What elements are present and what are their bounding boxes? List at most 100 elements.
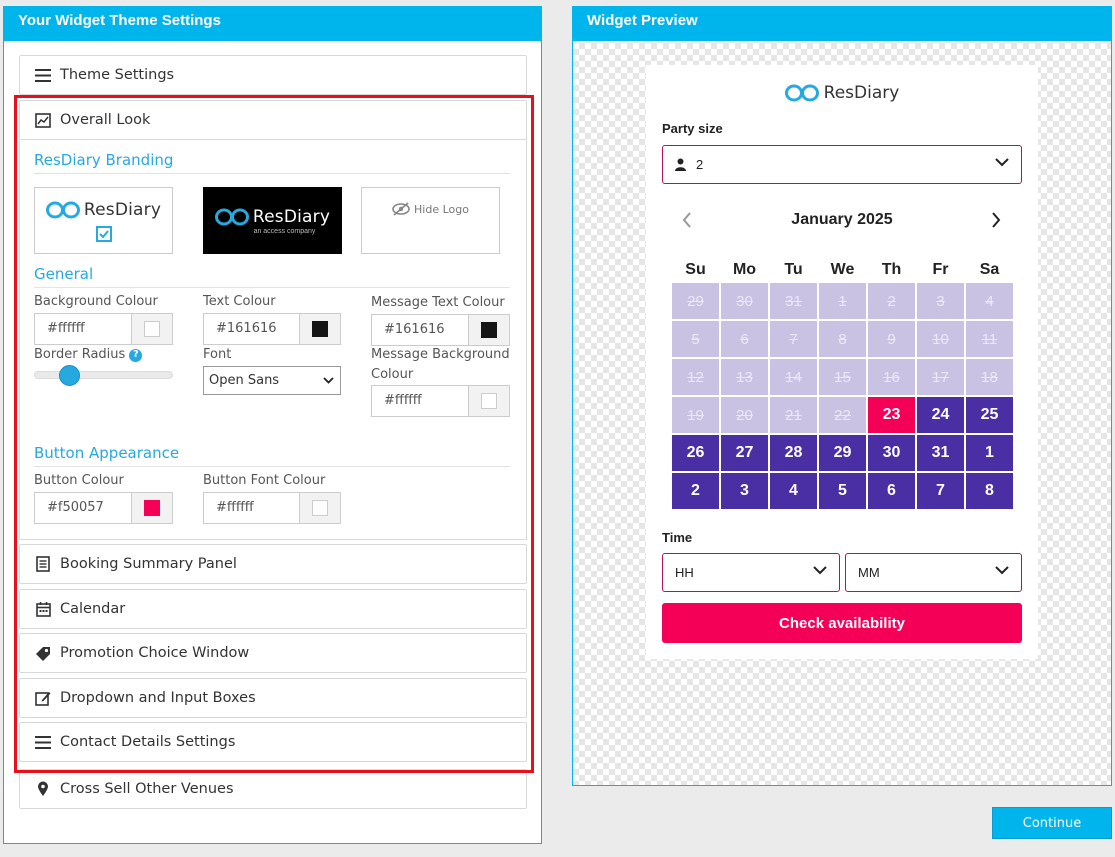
- accordion-contact-details[interactable]: Contact Details Settings: [19, 722, 527, 762]
- calendar-day[interactable]: 23: [868, 397, 915, 433]
- colour-swatch-button[interactable]: [131, 314, 172, 344]
- selected-checkbox-icon: [95, 225, 112, 242]
- calendar-day: 21: [770, 397, 817, 433]
- calendar-day[interactable]: 3: [721, 473, 768, 509]
- logo-option-hide[interactable]: Hide Logo: [361, 187, 500, 254]
- receipt-icon: [34, 555, 52, 573]
- weekday-header: Su: [685, 261, 706, 278]
- calendar-day: 10: [917, 321, 964, 357]
- bg-colour-input[interactable]: #ffffff: [34, 313, 173, 345]
- button-font-colour-input[interactable]: #ffffff: [203, 492, 341, 524]
- eye-slash-icon: [392, 202, 410, 216]
- check-availability-button[interactable]: Check availability: [662, 603, 1022, 643]
- calendar-day[interactable]: 26: [672, 435, 719, 471]
- accordion-theme-settings[interactable]: Theme Settings: [19, 55, 527, 95]
- accordion-promotion-choice[interactable]: Promotion Choice Window: [19, 633, 527, 673]
- button-colour-input[interactable]: #f50057: [34, 492, 173, 524]
- colour-swatch-button[interactable]: [468, 315, 509, 345]
- booking-widget: ResDiary Party size 2 January 2025 Su Mo T…: [646, 65, 1038, 659]
- accordion-overall-look[interactable]: Overall Look: [19, 100, 527, 140]
- border-radius-slider-track[interactable]: [34, 371, 173, 379]
- accordion-label: Booking Summary Panel: [60, 556, 237, 572]
- logo-option-light[interactable]: ResDiary: [34, 187, 173, 254]
- hour-select[interactable]: HH: [662, 553, 840, 592]
- minute-select-value: MM: [858, 565, 880, 580]
- divider: [34, 287, 510, 288]
- next-month-icon[interactable]: [991, 212, 1001, 228]
- border-radius-slider-handle[interactable]: [59, 365, 80, 386]
- button-appearance-title: Button Appearance: [34, 444, 180, 462]
- button-font-colour-value: #ffffff: [216, 500, 254, 515]
- button-colour-value: #f50057: [47, 500, 104, 515]
- chevron-down-icon: [995, 566, 1009, 575]
- calendar-day: 12: [672, 359, 719, 395]
- text-colour-label: Text Colour: [203, 294, 276, 309]
- msg-text-colour-label: Message Text Colour: [371, 295, 505, 310]
- calendar-day[interactable]: 1: [966, 435, 1013, 471]
- button-font-colour-label: Button Font Colour: [203, 473, 326, 488]
- highlight-frame: [14, 95, 534, 773]
- colour-swatch: [312, 500, 328, 516]
- calendar-day[interactable]: 6: [868, 473, 915, 509]
- colour-swatch: [481, 322, 497, 338]
- help-icon[interactable]: ?: [129, 348, 143, 362]
- time-label: Time: [662, 530, 693, 545]
- party-size-label: Party size: [662, 121, 723, 136]
- calendar-day[interactable]: 2: [672, 473, 719, 509]
- weekday-header: Sa: [979, 261, 1000, 278]
- accordion-calendar[interactable]: Calendar: [19, 589, 527, 629]
- prev-month-icon[interactable]: [682, 212, 692, 228]
- msg-bg-colour-input[interactable]: #ffffff: [371, 385, 510, 417]
- text-colour-input[interactable]: #161616: [203, 313, 341, 345]
- calendar-day: 2: [868, 283, 915, 319]
- calendar-day[interactable]: 24: [917, 397, 964, 433]
- calendar-day[interactable]: 29: [819, 435, 866, 471]
- logo-option-dark[interactable]: ResDiary an access company: [203, 187, 342, 254]
- colour-swatch-button[interactable]: [299, 314, 340, 344]
- accordion-cross-sell[interactable]: Cross Sell Other Venues: [19, 769, 527, 809]
- calendar-day: 6: [721, 321, 768, 357]
- party-size-select[interactable]: 2: [662, 145, 1022, 184]
- calendar-day[interactable]: 30: [868, 435, 915, 471]
- colour-swatch: [481, 393, 497, 409]
- colour-swatch-button[interactable]: [299, 493, 340, 523]
- accordion-label: Promotion Choice Window: [60, 645, 250, 661]
- weekday-header: Th: [881, 261, 902, 278]
- theme-settings-panel: Your Widget Theme Settings Theme Setting…: [3, 6, 542, 844]
- colour-swatch-button[interactable]: [468, 386, 509, 416]
- font-select-value: Open Sans: [209, 373, 280, 388]
- calendar-day[interactable]: 8: [966, 473, 1013, 509]
- calendar-day[interactable]: 4: [770, 473, 817, 509]
- colour-swatch: [312, 321, 328, 337]
- msg-text-colour-input[interactable]: #161616: [371, 314, 510, 346]
- font-select[interactable]: Open Sans: [203, 366, 341, 395]
- chevron-down-icon: [323, 377, 334, 384]
- logo-text: ResDiary: [252, 206, 331, 227]
- colour-swatch-button[interactable]: [131, 493, 172, 523]
- logo-text: ResDiary: [823, 83, 900, 103]
- calendar-day[interactable]: 25: [966, 397, 1013, 433]
- calendar-icon: [34, 600, 52, 618]
- calendar-day: 3: [917, 283, 964, 319]
- accordion-booking-summary[interactable]: Booking Summary Panel: [19, 544, 527, 584]
- msg-text-colour-value: #161616: [384, 322, 445, 337]
- continue-button[interactable]: Continue: [992, 807, 1112, 839]
- calendar-day: 22: [819, 397, 866, 433]
- weekday-header: Tu: [784, 261, 803, 278]
- calendar-day[interactable]: 5: [819, 473, 866, 509]
- calendar-day: 18: [966, 359, 1013, 395]
- party-size-value: 2: [696, 157, 704, 172]
- list-icon: [34, 66, 52, 84]
- calendar-day: 14: [770, 359, 817, 395]
- minute-select[interactable]: MM: [845, 553, 1022, 592]
- calendar-day[interactable]: 27: [721, 435, 768, 471]
- calendar-day[interactable]: 31: [917, 435, 964, 471]
- calendar-day[interactable]: 28: [770, 435, 817, 471]
- calendar-day[interactable]: 7: [917, 473, 964, 509]
- accordion-dropdown-input[interactable]: Dropdown and Input Boxes: [19, 678, 527, 718]
- image-chart-icon: [34, 111, 52, 129]
- widget-logo: ResDiary: [646, 83, 1038, 103]
- person-icon: [675, 158, 686, 171]
- calendar-day: 8: [819, 321, 866, 357]
- calendar-day: 9: [868, 321, 915, 357]
